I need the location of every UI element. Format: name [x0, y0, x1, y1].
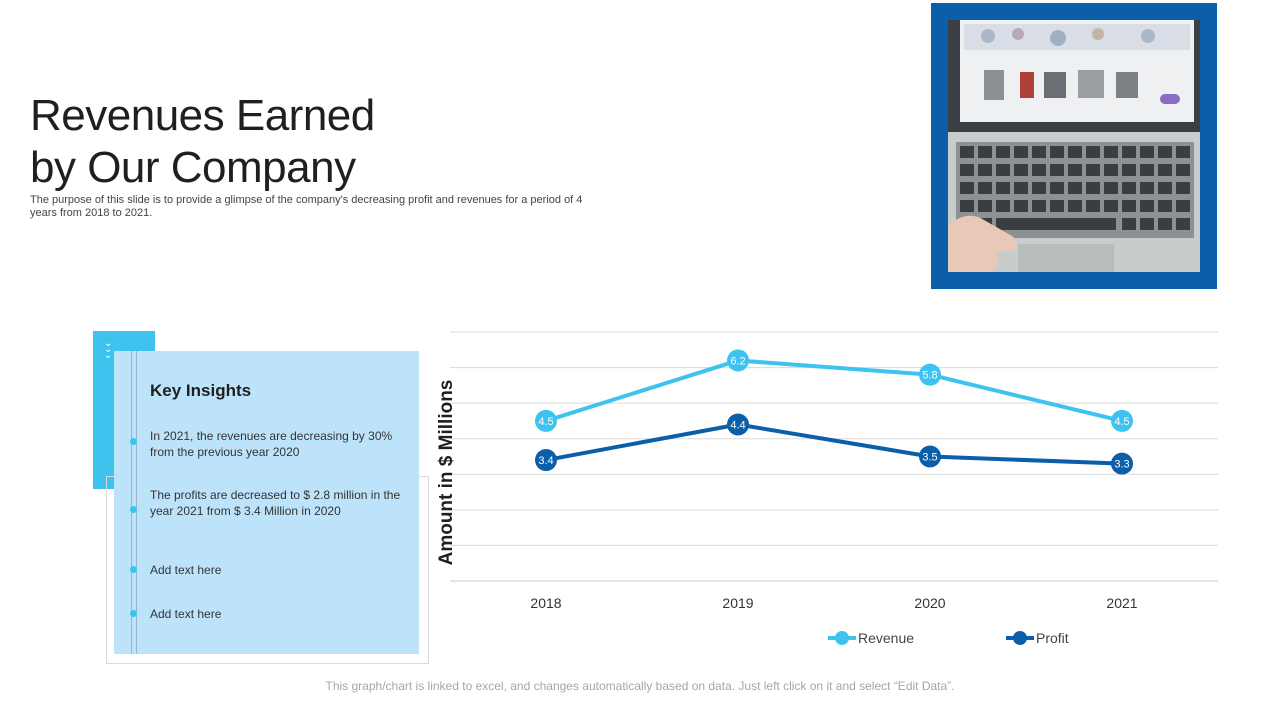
data-label: 3.5 — [922, 452, 937, 464]
data-point — [1111, 452, 1133, 475]
data-label: 4.5 — [1114, 416, 1129, 428]
key-insights-card: Key Insights In 2021, the revenues are d… — [114, 351, 419, 654]
photo-frame — [931, 3, 1217, 289]
legend-label: Profit — [1036, 630, 1069, 646]
y-axis-label: Amount in $ Millions — [436, 380, 457, 566]
series-line-revenue — [545, 358, 1123, 423]
legend-marker — [835, 631, 849, 645]
data-label: 3.3 — [1114, 459, 1129, 471]
line-chart: Amount in $ Millions 2018 2019 2020 2021 4.5 6… — [436, 331, 1218, 646]
data-point — [535, 409, 557, 432]
slide-subtitle: The purpose of this slide is to provide … — [30, 194, 583, 219]
data-point — [727, 349, 749, 372]
footer-note: This graph/chart is linked to excel, and… — [325, 679, 955, 693]
data-point — [1111, 409, 1133, 432]
slide-title-line-2: by Our Company — [30, 143, 356, 192]
laptop-illustration — [948, 20, 1200, 272]
x-tick-label: 2020 — [914, 595, 945, 611]
legend-label: Revenue — [858, 630, 914, 646]
data-label: 3.4 — [538, 455, 553, 467]
insight-item-4: Add text here — [150, 607, 222, 621]
slide-title-line-1: Revenues Earned — [30, 91, 375, 140]
data-label: 4.5 — [538, 416, 553, 428]
insight-item-2: The profits are decreased to $ 2.8 milli… — [150, 488, 401, 518]
slide-title: Revenues Earned by Our Company — [30, 90, 375, 194]
chevron-down-icon: ⌄ ⌄ ⌄ — [104, 338, 113, 361]
timeline-line — [131, 351, 132, 654]
data-point — [727, 413, 749, 436]
series-line-profit — [545, 422, 1123, 466]
bullet-dot — [130, 566, 137, 573]
laptop-photo — [948, 20, 1200, 272]
insight-item-3: Add text here — [150, 563, 222, 577]
bullet-dot — [130, 438, 137, 445]
key-insights-heading: Key Insights — [150, 381, 252, 400]
x-tick-label: 2021 — [1106, 595, 1137, 611]
data-label: 6.2 — [730, 355, 745, 367]
data-label: 4.4 — [730, 419, 745, 431]
data-label: 5.8 — [922, 370, 937, 382]
data-point — [919, 445, 941, 468]
timeline-line — [136, 351, 137, 654]
x-tick-label: 2019 — [722, 595, 753, 611]
data-point — [919, 363, 941, 386]
data-point — [535, 449, 557, 472]
bullet-dot — [130, 506, 137, 513]
bullet-dot — [130, 610, 137, 617]
x-tick-label: 2018 — [530, 595, 561, 611]
legend-marker — [1013, 631, 1027, 645]
insight-item-1: In 2021, the revenues are decreasing by … — [150, 429, 393, 459]
